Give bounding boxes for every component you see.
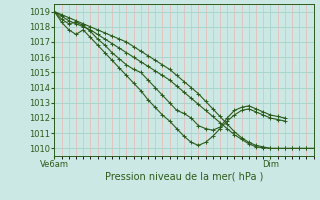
X-axis label: Pression niveau de la mer( hPa ): Pression niveau de la mer( hPa ) <box>105 172 263 182</box>
